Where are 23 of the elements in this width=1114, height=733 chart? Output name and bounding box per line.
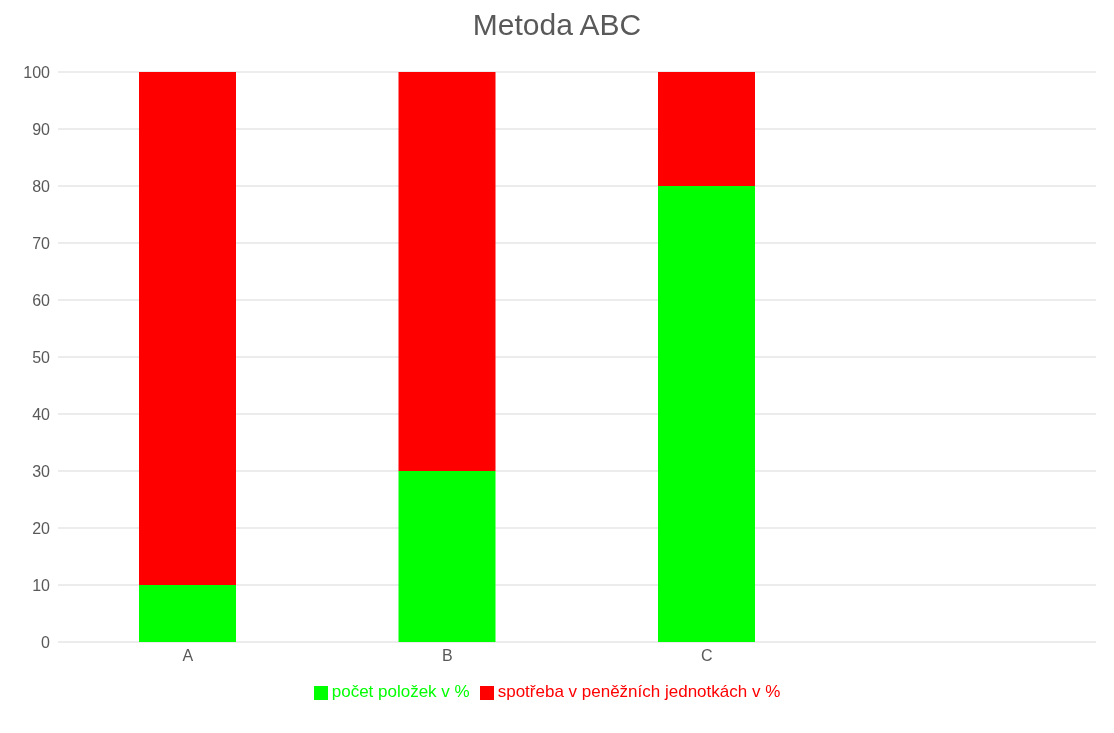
bar — [658, 186, 755, 642]
y-tick-label: 70 — [32, 234, 51, 252]
y-tick-label: 10 — [32, 576, 51, 594]
bar — [398, 72, 496, 471]
x-tick-label: C — [700, 647, 713, 665]
y-tick-label: 30 — [32, 462, 51, 480]
chart-title: Metoda ABC — [471, 8, 643, 42]
y-tick-label: 40 — [32, 405, 51, 423]
legend-label: spotřeba v peněžních jednotkách v % — [497, 682, 781, 701]
y-tick-label: 50 — [32, 348, 51, 366]
legend-label: počet položek v % — [331, 682, 470, 701]
bar — [139, 72, 236, 585]
bar — [658, 72, 755, 186]
y-tick-label: 90 — [32, 120, 51, 138]
x-tick-label: B — [441, 647, 453, 665]
y-tick-label: 20 — [32, 519, 51, 537]
y-tick-label: 100 — [23, 63, 51, 81]
bar — [398, 471, 496, 642]
bar — [139, 585, 236, 642]
y-tick-label: 60 — [32, 291, 51, 309]
x-tick-label: A — [182, 647, 194, 665]
y-tick-label: 80 — [32, 177, 51, 195]
y-tick-label: 0 — [41, 633, 51, 651]
